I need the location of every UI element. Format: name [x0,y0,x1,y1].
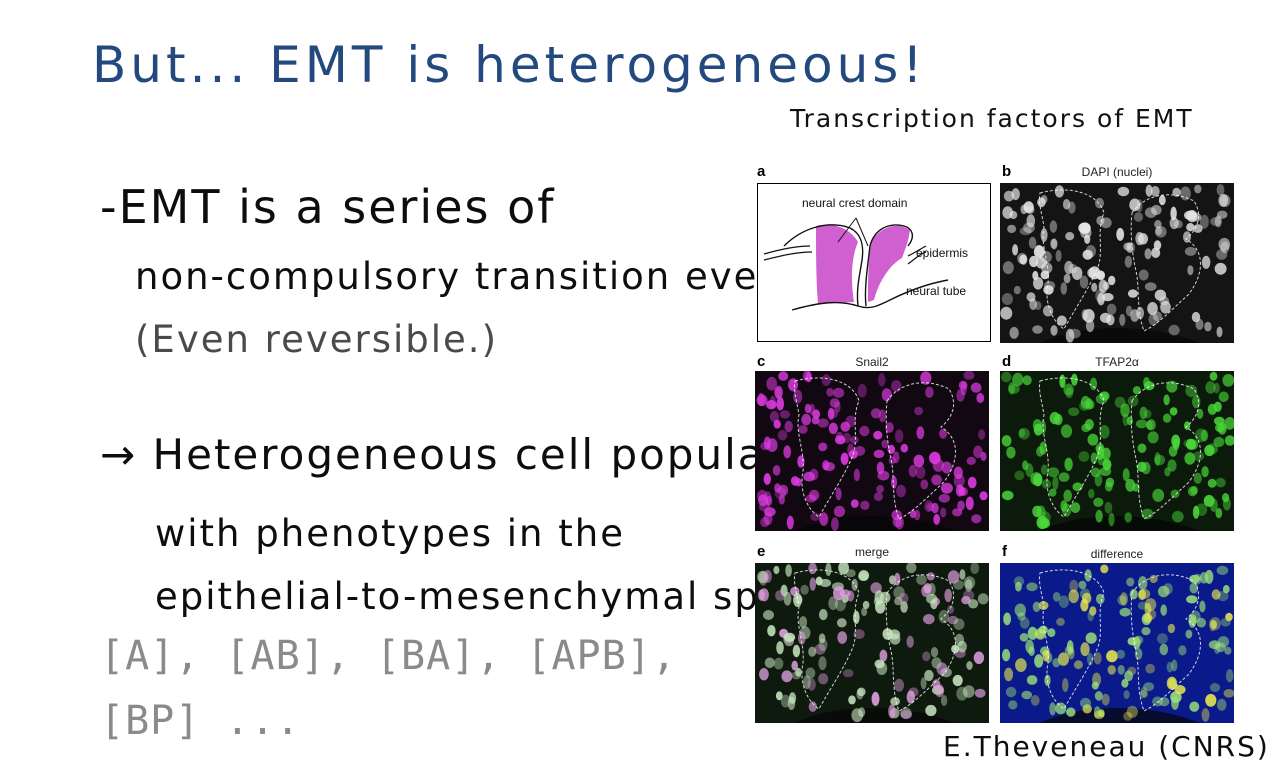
notation-line-2: [BP] ... [100,698,301,744]
panel-b-caption: DAPI (nuclei) [1081,165,1153,179]
bullet-1-line-2: non-compulsory transition events. [135,255,836,298]
micrograph-difference [1000,563,1234,723]
epidermis-left [763,245,813,261]
panel-b-label: b [1002,163,1012,180]
neural-crest-region-left [816,224,858,304]
bullet-1-line-1: -EMT is a series of [100,180,556,234]
slide-title: But... EMT is heterogeneous! [92,36,927,94]
micrograph-dapi [1000,183,1234,343]
neural-tube-diagram: neural crest domain epidermis neural tub… [757,183,991,342]
panel-f-label: f [1002,543,1007,560]
panel-d-caption: TFAP2α [1095,355,1139,369]
panel-c-caption: Snail2 [855,355,889,369]
figure-heading: Transcription factors of EMT [790,104,1194,133]
micrograph-tfap2a [1000,371,1234,531]
panel-e-label: e [757,543,766,560]
credit-text: E.Theveneau (CNRS) [943,730,1270,763]
label-neural-tube: neural tube [906,284,967,298]
label-neural-crest-domain: neural crest domain [802,196,908,210]
panel-c-label: c [757,353,766,370]
neural-tube-outline [783,224,914,307]
neural-crest-region-right [868,225,910,302]
panel-a-label: a [757,163,766,180]
panel-e-caption: merge [854,545,889,559]
bottom-curve [791,279,949,311]
epidermis-right [907,245,927,265]
crest-pointer-lines [837,217,869,247]
micrograph-merge [755,563,989,723]
bullet-2-line-2: with phenotypes in the [155,512,625,555]
panel-d-label: d [1002,353,1012,370]
notation-line-1: [A], [AB], [BA], [APB], [100,633,677,679]
panel-f-caption: difference [1090,547,1144,561]
micrograph-snail2 [755,371,989,531]
bullet-1-line-3: (Even reversible.) [135,318,499,361]
bullet-2-line-1: → Heterogeneous cell population [100,430,854,479]
label-epidermis: epidermis [916,246,969,260]
